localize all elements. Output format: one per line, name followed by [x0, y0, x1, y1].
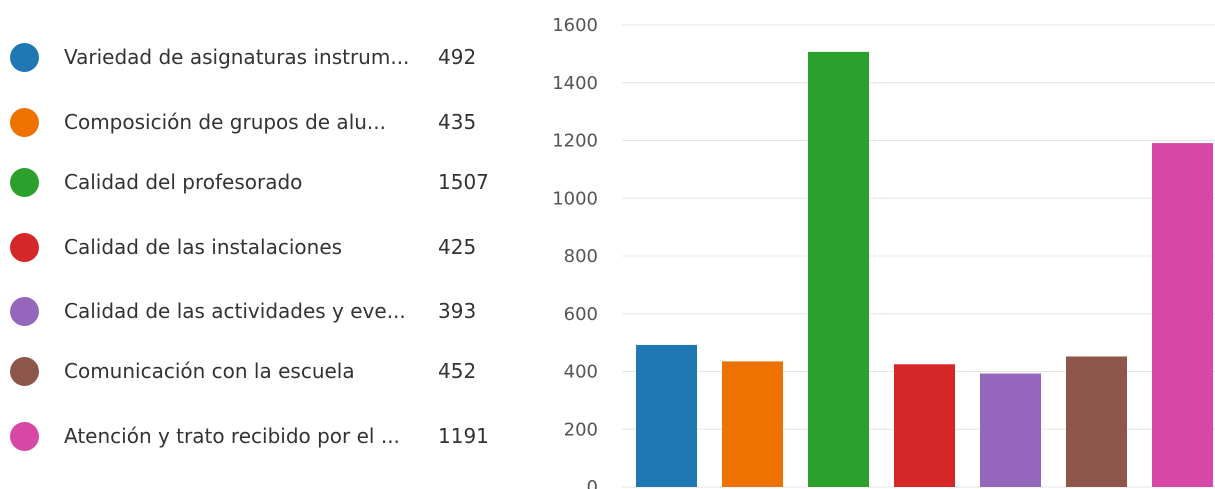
legend-label: Composición de grupos de alu... [64, 110, 386, 134]
y-tick-label: 1200 [552, 131, 598, 152]
legend-item: Atención y trato recibido por el ... 119… [10, 417, 510, 457]
legend-value: 452 [438, 359, 477, 383]
legend-swatch-icon [10, 422, 39, 451]
legend-item: Comunicación con la escuela 452 [10, 352, 510, 392]
y-tick-label: 200 [564, 419, 598, 440]
legend-item: Calidad de las instalaciones 425 [10, 228, 510, 268]
legend-label: Calidad del profesorado [64, 170, 303, 194]
y-tick-label: 1600 [552, 15, 598, 36]
legend-item: Calidad de las actividades y eve... 393 [10, 292, 510, 332]
legend-swatch-icon [10, 108, 39, 137]
y-tick-label: 1000 [552, 188, 598, 209]
bar[interactable] [1152, 143, 1213, 487]
legend-swatch-icon [10, 357, 39, 386]
bars [636, 51, 1213, 487]
legend-label: Calidad de las actividades y eve... [64, 299, 406, 323]
legend-value: 425 [438, 235, 477, 259]
y-tick-label: 800 [564, 246, 598, 267]
y-tick-label: 400 [564, 362, 598, 383]
y-tick-label: 0 [587, 477, 598, 489]
legend-item: Composición de grupos de alu... 435 [10, 103, 510, 143]
legend-swatch-icon [10, 168, 39, 197]
legend-value: 492 [438, 45, 477, 69]
legend-label: Variedad de asignaturas instrum... [64, 45, 410, 69]
y-axis-ticks: 0 200 400 600 800 1000 1200 1400 1600 [552, 15, 598, 489]
bar[interactable] [808, 51, 869, 487]
legend-label: Comunicación con la escuela [64, 359, 355, 383]
y-tick-label: 1400 [552, 73, 598, 94]
y-tick-label: 600 [564, 304, 598, 325]
legend-value: 1507 [438, 170, 489, 194]
bar[interactable] [722, 361, 783, 487]
legend-value: 393 [438, 299, 477, 323]
gridlines [622, 24, 1215, 488]
legend-item: Calidad del profesorado 1507 [10, 163, 510, 203]
legend-swatch-icon [10, 297, 39, 326]
bar[interactable] [980, 373, 1041, 487]
legend-value: 435 [438, 110, 477, 134]
legend-swatch-icon [10, 43, 39, 72]
legend-label: Atención y trato recibido por el ... [64, 424, 400, 448]
legend-label: Calidad de las instalaciones [64, 235, 343, 259]
legend-item: Variedad de asignaturas instrum... 492 [10, 38, 510, 78]
bar[interactable] [636, 344, 697, 487]
bar-chart: 0 200 400 600 800 1000 1200 1400 1600 [552, 15, 1215, 489]
bar[interactable] [1066, 356, 1127, 487]
chart-legend: Variedad de asignaturas instrum... 492 C… [0, 0, 520, 489]
bar[interactable] [894, 364, 955, 487]
legend-value: 1191 [438, 424, 489, 448]
legend-swatch-icon [10, 233, 39, 262]
